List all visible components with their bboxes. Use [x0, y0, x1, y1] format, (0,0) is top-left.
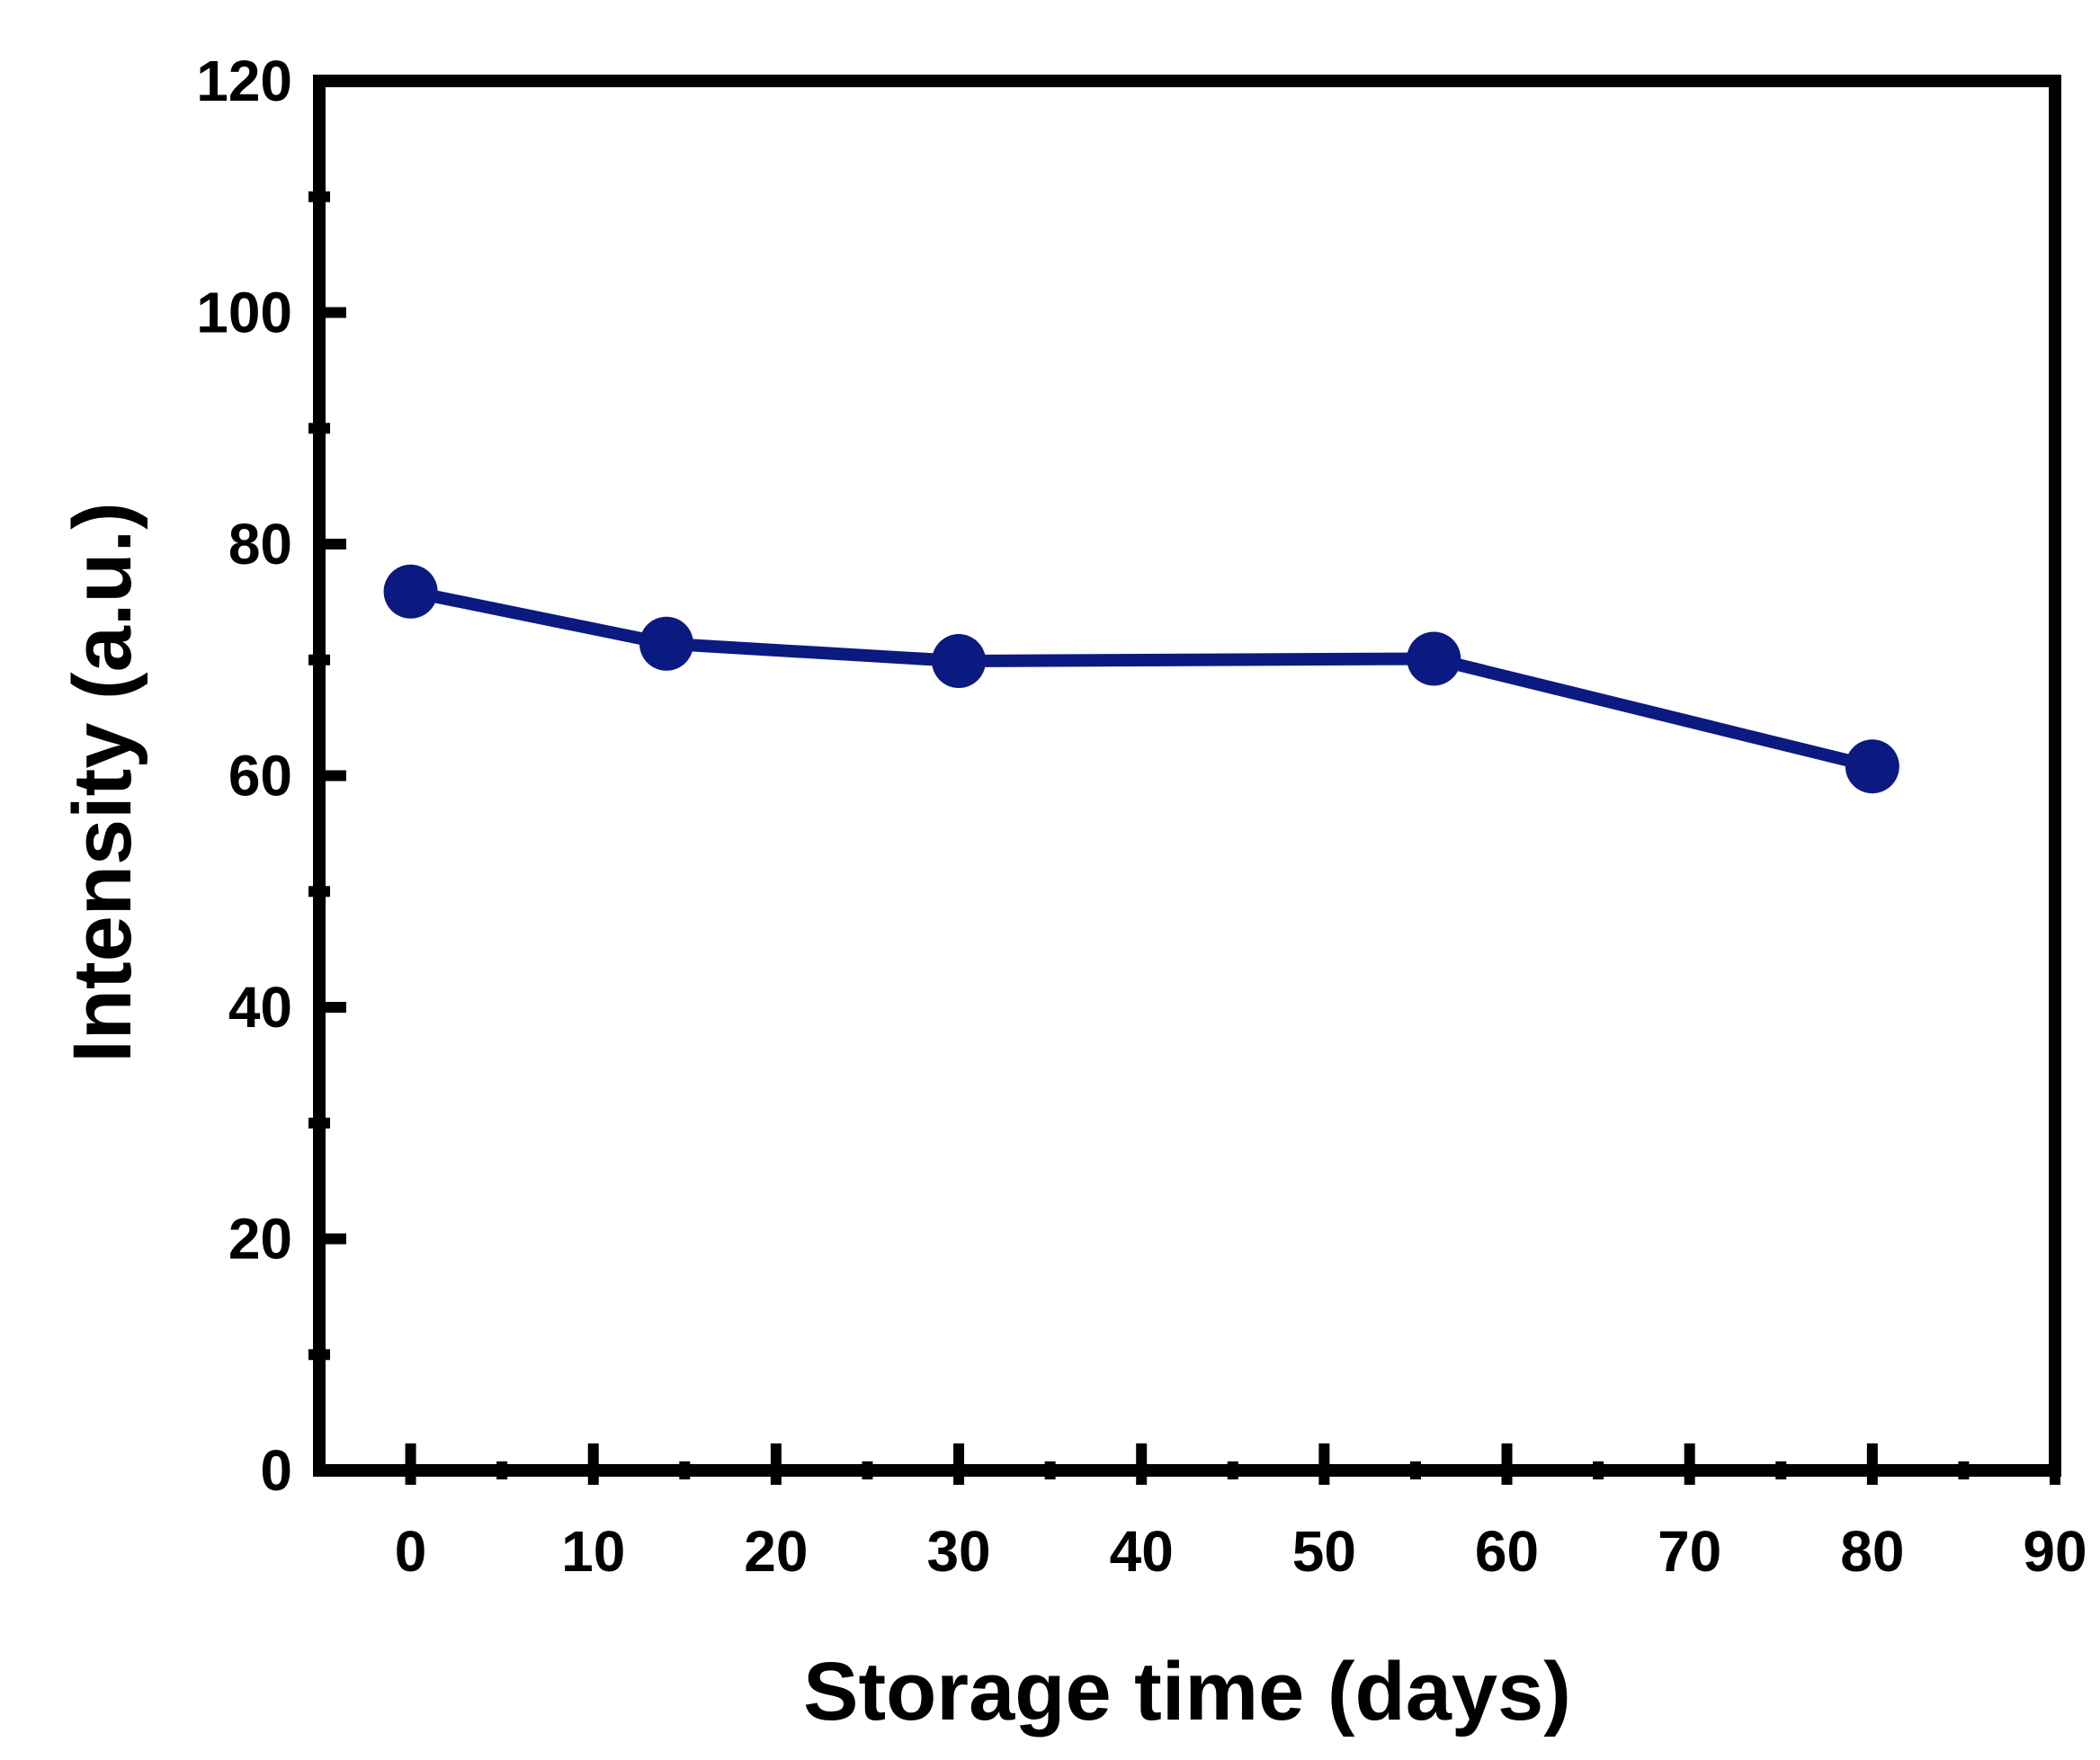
x-tick-label: 10	[561, 1519, 625, 1584]
data-point	[932, 634, 987, 689]
data-series	[383, 564, 1899, 794]
y-tick-label: 20	[228, 1207, 292, 1272]
y-tick-label: 80	[228, 512, 292, 576]
x-tick-label: 80	[1840, 1519, 1904, 1584]
y-axis-title: Intensity (a.u.)	[57, 502, 148, 1063]
x-tick-label: 40	[1110, 1519, 1174, 1584]
x-axis-ticks: 0 10 20 30 40 50 60 70 80 90	[395, 1443, 2087, 1584]
data-point	[1845, 739, 1899, 794]
x-tick-label: 30	[926, 1519, 990, 1584]
plot-frame	[313, 75, 2061, 1477]
x-tick-label: 90	[2023, 1519, 2087, 1584]
y-tick-label: 40	[228, 975, 292, 1040]
x-tick-label: 60	[1475, 1519, 1539, 1584]
x-axis-title: Storage time (days)	[803, 1646, 1571, 1738]
data-point	[1407, 631, 1461, 686]
data-point	[639, 616, 693, 671]
y-tick-label: 0	[260, 1438, 292, 1503]
x-tick-label: 70	[1658, 1519, 1721, 1584]
data-point	[383, 564, 438, 619]
x-tick-label: 0	[395, 1519, 427, 1584]
y-axis-ticks: 0 20 40 60 80 100 120	[196, 49, 346, 1503]
x-tick-label: 50	[1292, 1519, 1356, 1584]
series-line	[409, 585, 1874, 773]
y-tick-label: 60	[228, 744, 292, 809]
y-tick-label: 100	[196, 281, 292, 345]
x-tick-label: 20	[744, 1519, 808, 1584]
y-tick-label: 120	[196, 49, 292, 113]
